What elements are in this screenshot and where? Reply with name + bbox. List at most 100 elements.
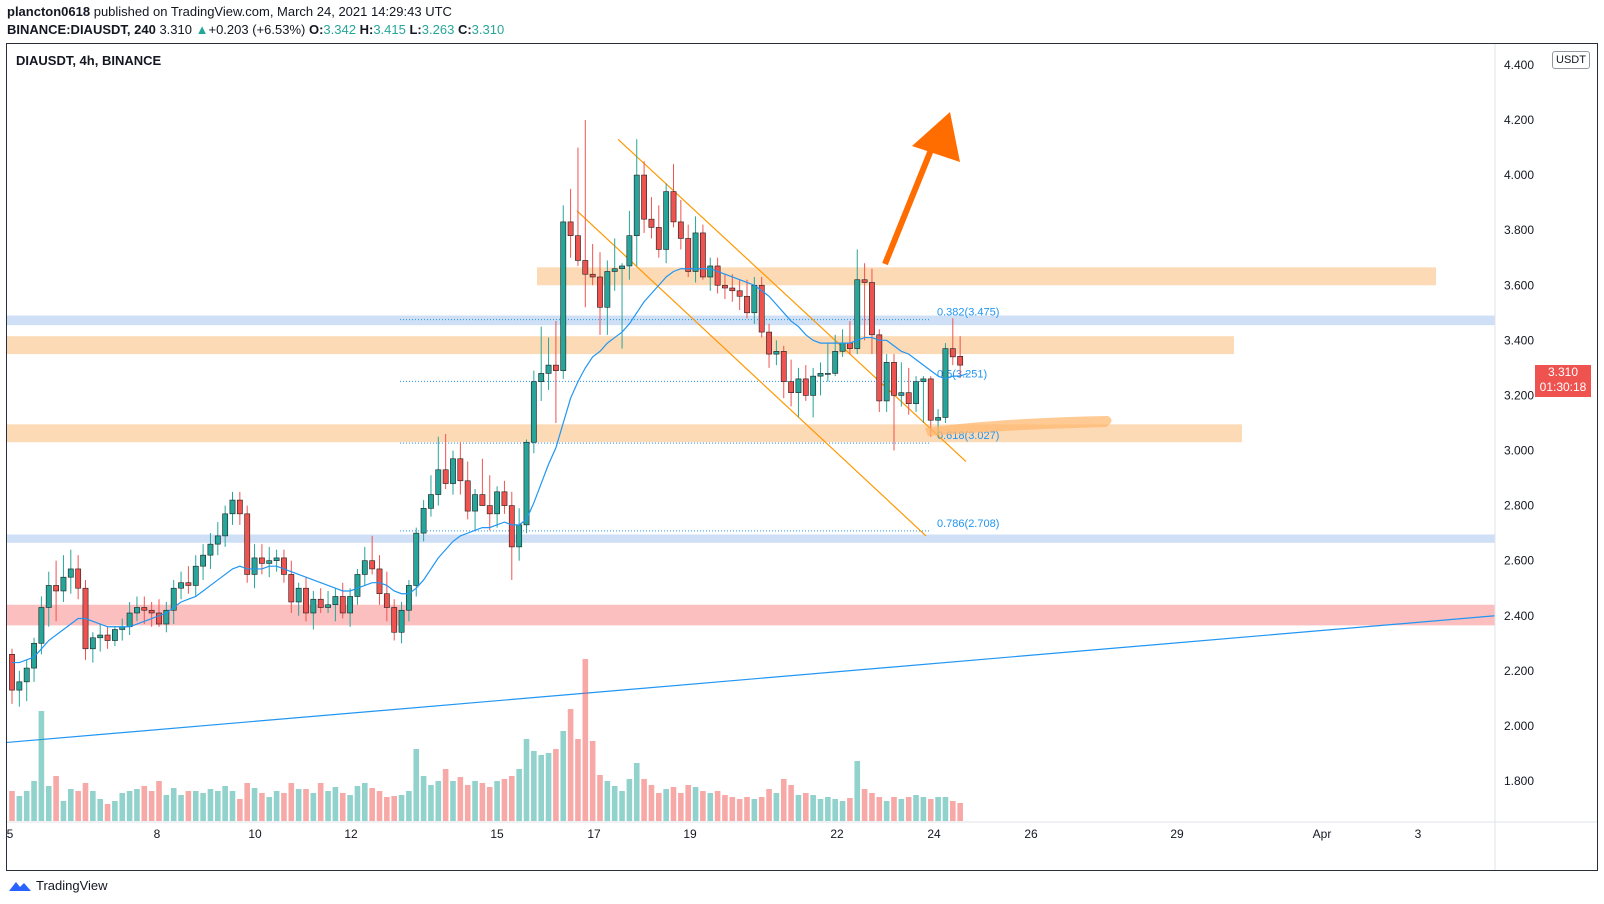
candle [9, 648, 15, 704]
currency-label[interactable]: USDT [1552, 51, 1590, 69]
candle-body [236, 499, 243, 515]
volume-bar [391, 796, 397, 821]
up-triangle-icon: ▲ [195, 22, 209, 37]
volume-bar [479, 783, 486, 821]
candle-body [405, 585, 412, 611]
candle-body [780, 351, 787, 382]
candle-body [214, 535, 221, 545]
volume-bar [501, 779, 508, 821]
candle-body [869, 282, 875, 336]
time-axis-tick: 10 [248, 827, 262, 841]
volume-bar [420, 776, 427, 821]
candle-body [795, 378, 802, 393]
volume-bar [920, 797, 927, 821]
volume-bar [891, 797, 897, 821]
candle [641, 161, 647, 233]
volume-bar [714, 791, 721, 821]
candle-body [457, 458, 464, 482]
volume-bar [722, 795, 728, 821]
publisher-name[interactable]: plancton0618 [7, 4, 91, 19]
candle-body [266, 560, 273, 564]
publish-line: plancton0618 published on TradingView.co… [7, 4, 452, 19]
candle-body [935, 417, 941, 421]
candle-body [552, 364, 559, 371]
candle-body [97, 634, 104, 639]
chart-legend-title: DIAUSDT, 4h, BINANCE [16, 53, 162, 68]
candle-body [112, 629, 118, 641]
candle-body [861, 279, 868, 283]
price-axis-tick: 2.600 [1504, 554, 1534, 568]
candle-body [744, 295, 750, 314]
candle [428, 475, 434, 517]
candle [281, 549, 287, 583]
candle [817, 362, 824, 396]
candle [677, 199, 684, 250]
candle [619, 263, 625, 349]
candle-body [648, 218, 655, 228]
candle-body [545, 364, 552, 374]
axes-layer: 4.400 4.200 4.000 3.800 3.600 3.400 3.200 3.000… [7, 44, 1597, 870]
volume-bar [317, 783, 324, 821]
candle-body [398, 609, 405, 633]
volume-bar [406, 791, 412, 821]
candle [626, 210, 633, 280]
candle [714, 257, 721, 294]
volume-bar [869, 793, 875, 821]
tradingview-brand[interactable]: TradingView [8, 878, 108, 893]
candle-body [295, 587, 302, 603]
channel-lower-line [576, 210, 927, 537]
candle-body [722, 284, 728, 289]
candle-body [655, 227, 662, 250]
candle [354, 568, 361, 605]
candle-body [641, 174, 647, 220]
candle-body [766, 331, 772, 355]
candle [53, 560, 59, 622]
candle-body [670, 191, 677, 223]
change-value: +0.203 (+6.53%) [208, 22, 306, 37]
candle-body [560, 221, 567, 371]
candle [788, 359, 794, 407]
candle-body [420, 508, 427, 534]
candle [185, 566, 192, 594]
volume-bar [567, 709, 574, 821]
ohlc-line: BINANCE:DIAUSDT, 240 3.310 ▲+0.203 (+6.5… [7, 22, 504, 37]
candle [758, 276, 765, 338]
candle-body [222, 513, 229, 537]
candle-body [677, 221, 684, 239]
volume-bar [398, 795, 405, 821]
candle [567, 188, 574, 258]
volume-bar [736, 799, 743, 821]
volume-bar [589, 741, 596, 821]
candle [251, 544, 258, 589]
candle-body [67, 568, 74, 578]
candle [699, 224, 706, 280]
candle [295, 582, 302, 616]
price-axis-tick: 1.800 [1504, 774, 1534, 788]
volume-bar [935, 797, 941, 821]
volume-bar [516, 769, 522, 821]
volume-bar [200, 793, 206, 821]
volume-bar [332, 787, 339, 821]
chart-frame[interactable] [6, 43, 1598, 871]
candle [134, 596, 140, 622]
volume-bar [560, 731, 567, 821]
candle-body [31, 642, 37, 669]
candle-body [288, 574, 295, 603]
candle-body [251, 557, 258, 575]
volume-bar [310, 793, 317, 821]
candle-body [60, 576, 67, 592]
candle-body [200, 554, 206, 567]
candle-body [802, 378, 809, 396]
candle [317, 588, 324, 613]
candle [75, 555, 82, 600]
candle-body [141, 607, 148, 611]
candle-body [303, 587, 309, 614]
candle-body [16, 681, 23, 691]
zone-resistance [537, 267, 1436, 286]
candle [192, 555, 199, 597]
candle [707, 257, 714, 291]
volume-bar [611, 786, 618, 821]
volume-bar [442, 769, 449, 821]
candle [736, 279, 743, 311]
